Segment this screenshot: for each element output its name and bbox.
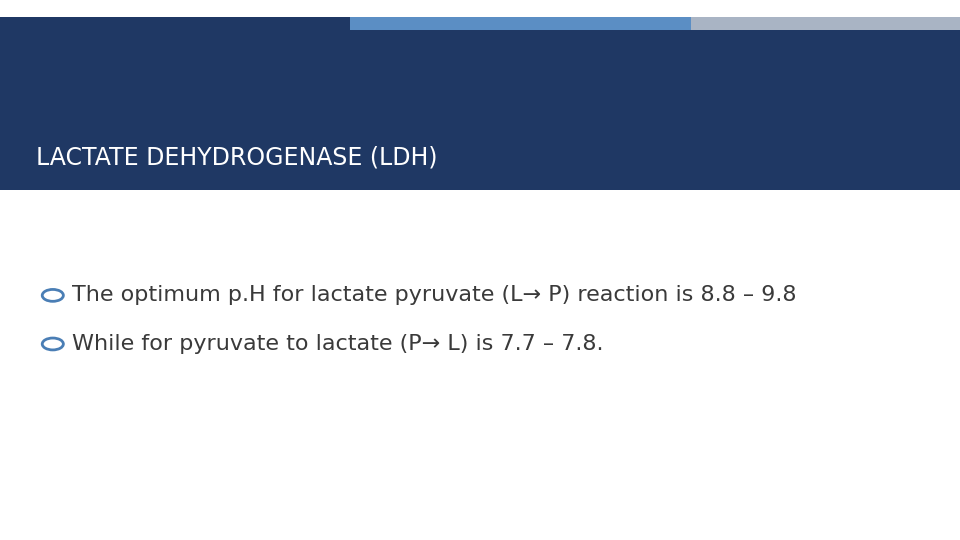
Text: LACTATE DEHYDROGENASE (LDH): LACTATE DEHYDROGENASE (LDH) xyxy=(36,146,438,170)
Bar xyxy=(350,17,691,30)
Text: While for pyruvate to lactate (P→ L) is 7.7 – 7.8.: While for pyruvate to lactate (P→ L) is … xyxy=(72,334,604,354)
Text: The optimum p.H for lactate pyruvate (L→ P) reaction is 8.8 – 9.8: The optimum p.H for lactate pyruvate (L→… xyxy=(72,285,797,305)
Bar xyxy=(0,30,960,190)
Bar xyxy=(0,17,350,30)
Bar xyxy=(691,17,960,30)
